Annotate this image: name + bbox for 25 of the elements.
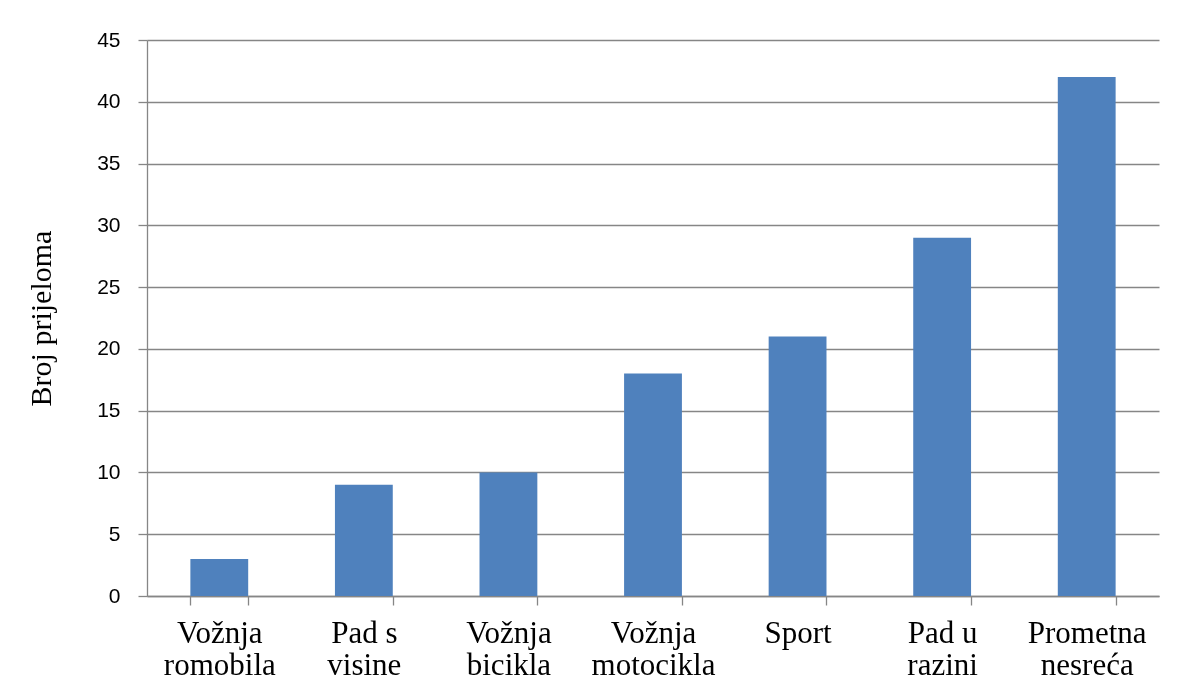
y-tick-label: 40 <box>97 89 121 113</box>
bar <box>624 373 682 596</box>
y-tick-label: 15 <box>97 398 121 422</box>
bar <box>479 472 538 596</box>
bar <box>768 336 827 596</box>
y-axis-title: Broj prijeloma <box>24 230 58 407</box>
y-tick-label: 35 <box>97 151 121 175</box>
y-tick-label: 5 <box>108 521 121 545</box>
bar <box>334 484 393 596</box>
y-tick-label: 45 <box>97 27 121 51</box>
bar <box>1057 77 1116 596</box>
x-tick-label: Sport <box>764 614 833 650</box>
y-tick-label: 10 <box>97 459 121 483</box>
x-tick-label: Pad u razini <box>907 614 979 682</box>
bar <box>190 558 249 596</box>
x-tick-label: Prometna nesreća <box>1027 614 1147 682</box>
x-tick-label: Pad s visine <box>327 614 402 682</box>
y-tick-label: 30 <box>97 212 121 236</box>
x-tick-label: Vožnja motocikla <box>591 614 716 682</box>
y-tick-label: 20 <box>97 336 121 360</box>
bar <box>913 237 972 596</box>
y-tick-label: 0 <box>108 583 121 607</box>
y-tick-label: 25 <box>97 274 121 298</box>
x-tick-label: Vožnja bicikla <box>466 614 552 682</box>
x-tick-label: Vožnja romobila <box>163 614 276 682</box>
